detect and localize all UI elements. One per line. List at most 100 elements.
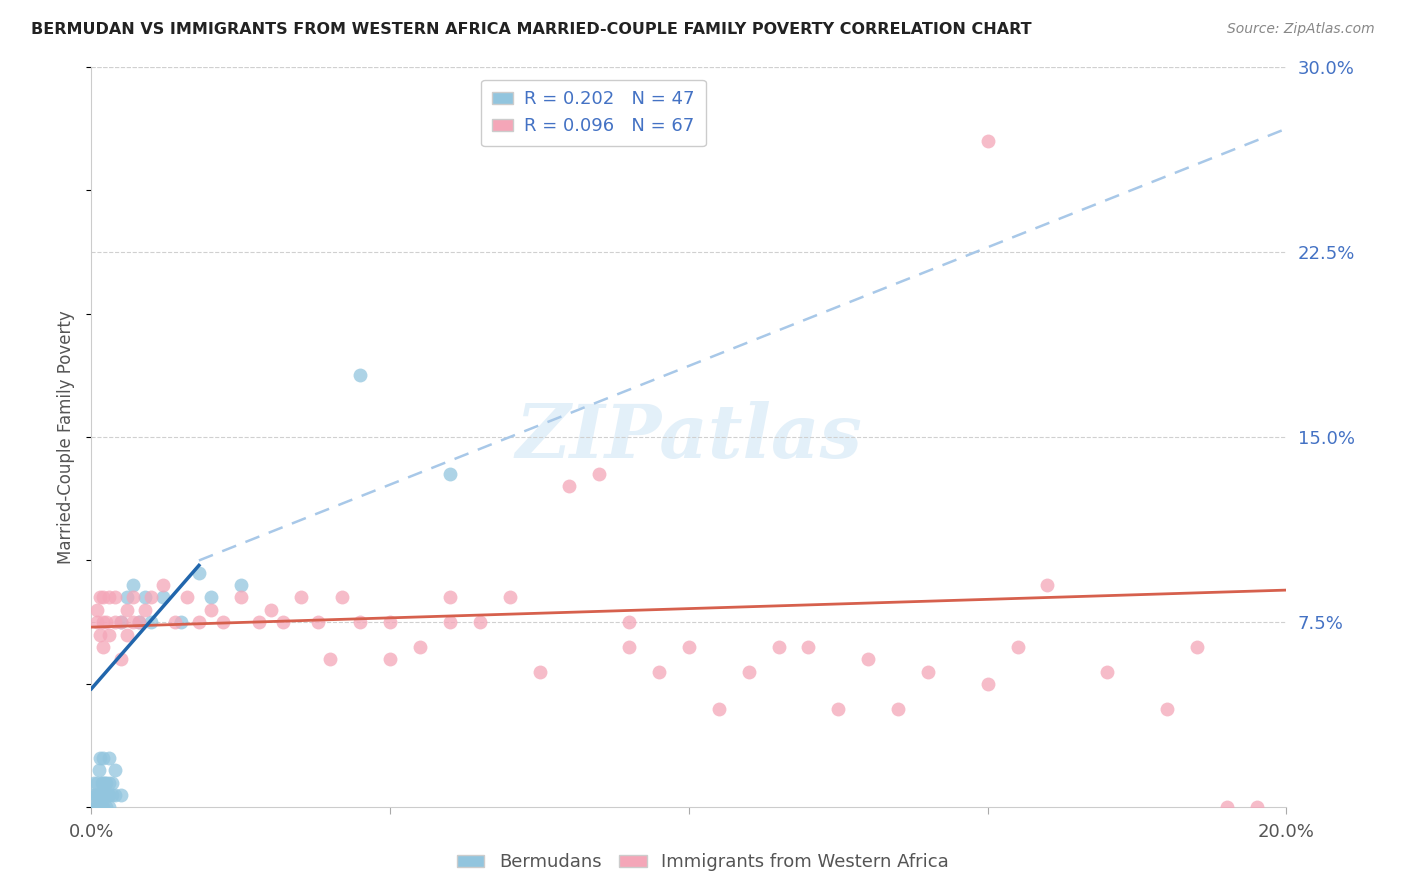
Point: [96, 615, 118, 630]
Point: [122, 578, 145, 592]
Point: [98, 591, 121, 605]
Point: [152, 591, 174, 605]
Point: [89, 800, 111, 814]
Point: [1216, 800, 1239, 814]
Point: [89, 788, 111, 802]
Point: [87, 788, 110, 802]
Point: [678, 640, 700, 654]
Point: [89, 591, 111, 605]
Point: [83, 800, 105, 814]
Point: [290, 591, 312, 605]
Point: [176, 591, 198, 605]
Point: [87, 800, 110, 814]
Text: ZIPatlas: ZIPatlas: [516, 401, 862, 474]
Point: [93, 615, 115, 630]
Point: [188, 566, 211, 580]
Point: [86, 603, 108, 617]
Point: [89, 627, 111, 641]
Point: [349, 615, 371, 630]
Point: [93, 775, 115, 789]
Point: [619, 615, 641, 630]
Point: [84, 788, 107, 802]
Point: [122, 591, 145, 605]
Point: [1036, 578, 1059, 592]
Point: [93, 751, 115, 765]
Point: [110, 652, 132, 666]
Point: [98, 788, 121, 802]
Point: [141, 615, 163, 630]
Point: [96, 800, 118, 814]
Point: [468, 615, 491, 630]
Point: [211, 615, 233, 630]
Point: [380, 615, 402, 630]
Point: [141, 591, 163, 605]
Point: [93, 788, 115, 802]
Point: [83, 775, 105, 789]
Point: [93, 775, 115, 789]
Point: [122, 615, 145, 630]
Point: [439, 591, 461, 605]
Point: [104, 615, 127, 630]
Point: [319, 652, 342, 666]
Point: [247, 615, 270, 630]
Point: [89, 751, 111, 765]
Point: [97, 788, 120, 802]
Point: [98, 775, 121, 789]
Point: [98, 800, 121, 814]
Point: [200, 591, 222, 605]
Point: [104, 591, 127, 605]
Point: [349, 368, 371, 383]
Y-axis label: Married-Couple Family Poverty: Married-Couple Family Poverty: [58, 310, 76, 564]
Point: [1097, 665, 1119, 679]
Point: [229, 591, 252, 605]
Point: [87, 764, 110, 778]
Point: [91, 775, 114, 789]
Point: [558, 479, 581, 493]
Point: [110, 615, 132, 630]
Point: [200, 603, 222, 617]
Point: [170, 615, 193, 630]
Point: [976, 677, 998, 691]
Point: [439, 615, 461, 630]
Point: [588, 467, 610, 482]
Point: [797, 640, 820, 654]
Point: [104, 764, 127, 778]
Point: [91, 800, 114, 814]
Point: [104, 788, 127, 802]
Point: [887, 701, 910, 715]
Point: [115, 603, 138, 617]
Point: [529, 665, 551, 679]
Point: [737, 665, 759, 679]
Point: [115, 627, 138, 641]
Point: [83, 788, 105, 802]
Point: [101, 788, 124, 802]
Point: [98, 627, 121, 641]
Point: [134, 591, 156, 605]
Point: [409, 640, 432, 654]
Point: [101, 775, 124, 789]
Point: [827, 701, 849, 715]
Point: [84, 800, 107, 814]
Point: [307, 615, 329, 630]
Point: [1007, 640, 1029, 654]
Point: [93, 800, 115, 814]
Point: [86, 775, 108, 789]
Point: [499, 591, 522, 605]
Point: [332, 591, 354, 605]
Point: [271, 615, 294, 630]
Point: [707, 701, 730, 715]
Point: [1185, 640, 1208, 654]
Text: Source: ZipAtlas.com: Source: ZipAtlas.com: [1227, 22, 1375, 37]
Point: [86, 615, 108, 630]
Point: [86, 800, 108, 814]
Point: [188, 615, 211, 630]
Point: [917, 665, 939, 679]
Point: [619, 640, 641, 654]
Point: [93, 788, 115, 802]
Point: [163, 615, 186, 630]
Point: [96, 775, 118, 789]
Point: [380, 652, 402, 666]
Point: [648, 665, 671, 679]
Point: [134, 603, 156, 617]
Point: [439, 467, 461, 482]
